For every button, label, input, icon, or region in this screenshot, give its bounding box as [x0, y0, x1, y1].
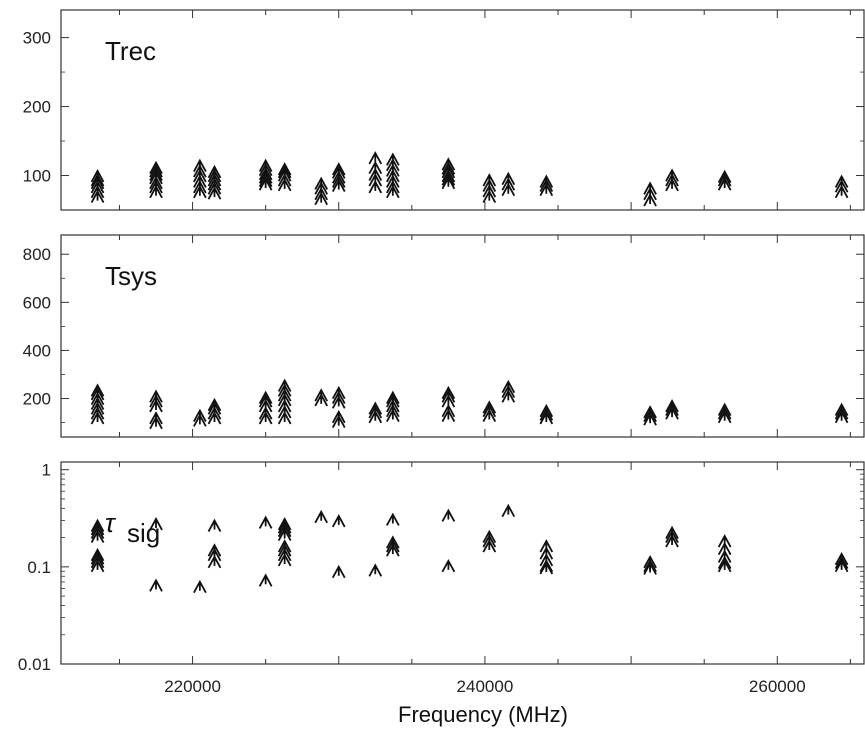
data-point: [207, 543, 222, 557]
data-point: [482, 173, 497, 187]
y-tick-label: 0.1: [27, 558, 51, 577]
data-point: [277, 378, 292, 392]
data-point: [314, 388, 328, 402]
data-point: [386, 152, 400, 166]
data-point: [149, 411, 163, 425]
data-point: [90, 169, 105, 183]
data-point: [501, 379, 516, 394]
x-tick-label: 260000: [749, 677, 806, 696]
data-point: [90, 383, 105, 397]
data-point: [643, 554, 657, 569]
data-point: [149, 160, 163, 175]
data-point: [368, 151, 383, 165]
data-point: [331, 385, 346, 400]
data-point: [368, 401, 383, 415]
y-tick-label: 200: [23, 98, 51, 117]
data-point: [539, 539, 554, 553]
data-point: [258, 573, 273, 587]
panel-frame: [60, 461, 865, 665]
y-tick-label: 1: [42, 461, 51, 480]
data-point: [277, 539, 292, 553]
panel-label: Trec: [105, 36, 156, 66]
y-tick-label: 100: [23, 167, 51, 186]
data-point: [441, 385, 456, 400]
data-point: [207, 164, 222, 179]
panel-1: 100 200 300 Trec: [23, 9, 865, 211]
data-point: [90, 518, 105, 532]
data-point: [482, 400, 497, 414]
data-point: [314, 176, 328, 190]
data-point: [149, 389, 163, 403]
panel-2: 200 400 600 800 Tsys: [23, 234, 865, 438]
panel-frame: [60, 9, 865, 211]
panel-label: Tsys: [105, 261, 157, 291]
data-point: [717, 534, 732, 548]
data-point: [149, 517, 163, 531]
data-point: [331, 162, 346, 176]
data-point: [834, 551, 849, 566]
data-point: [665, 399, 679, 413]
data-point: [207, 397, 222, 412]
data-point: [207, 518, 222, 532]
data-point: [90, 547, 105, 562]
data-point: [482, 529, 497, 544]
data-point: [193, 408, 207, 422]
data-point: [441, 157, 456, 171]
data-point: [386, 390, 400, 404]
data-point: [193, 158, 207, 172]
data-point: [501, 171, 516, 186]
data-point: [665, 525, 679, 540]
data-point: [441, 403, 456, 418]
data-point: [386, 535, 400, 549]
data-point: [277, 517, 292, 531]
data-point: [441, 558, 456, 573]
data-point: [149, 578, 163, 592]
y-tick-label: 200: [23, 390, 51, 409]
data-point: [331, 409, 346, 424]
data-point: [277, 162, 292, 176]
data-point: [643, 405, 657, 419]
data-point: [386, 512, 400, 526]
data-point: [331, 514, 346, 528]
data-point: [643, 181, 657, 195]
data-point: [665, 168, 679, 182]
data-point: [258, 158, 273, 172]
data-point: [368, 563, 383, 577]
data-point: [368, 160, 383, 175]
y-tick-label: 800: [23, 245, 51, 264]
panel-label: τ: [105, 508, 117, 538]
panel-3: 0.010.11τ sig: [18, 461, 865, 674]
data-point: [539, 174, 554, 188]
data-point: [441, 508, 456, 522]
y-tick-label: 600: [23, 293, 51, 312]
panel-frame: [60, 234, 865, 438]
data-point: [834, 402, 849, 416]
data-point: [717, 402, 732, 416]
data-point: [717, 169, 732, 184]
data-point: [501, 503, 516, 518]
data-point: [331, 564, 346, 579]
data-point: [539, 403, 554, 418]
x-axis-label: Frequency (MHz): [398, 702, 568, 727]
data-point: [314, 509, 328, 524]
y-tick-label: 0.01: [18, 655, 51, 674]
y-tick-label: 400: [23, 341, 51, 360]
x-tick-label: 240000: [457, 677, 514, 696]
data-point: [258, 515, 273, 529]
data-point: [193, 579, 207, 594]
x-tick-label: 220000: [164, 677, 221, 696]
y-tick-label: 300: [23, 29, 51, 48]
data-point: [834, 174, 849, 188]
data-point: [258, 390, 273, 404]
